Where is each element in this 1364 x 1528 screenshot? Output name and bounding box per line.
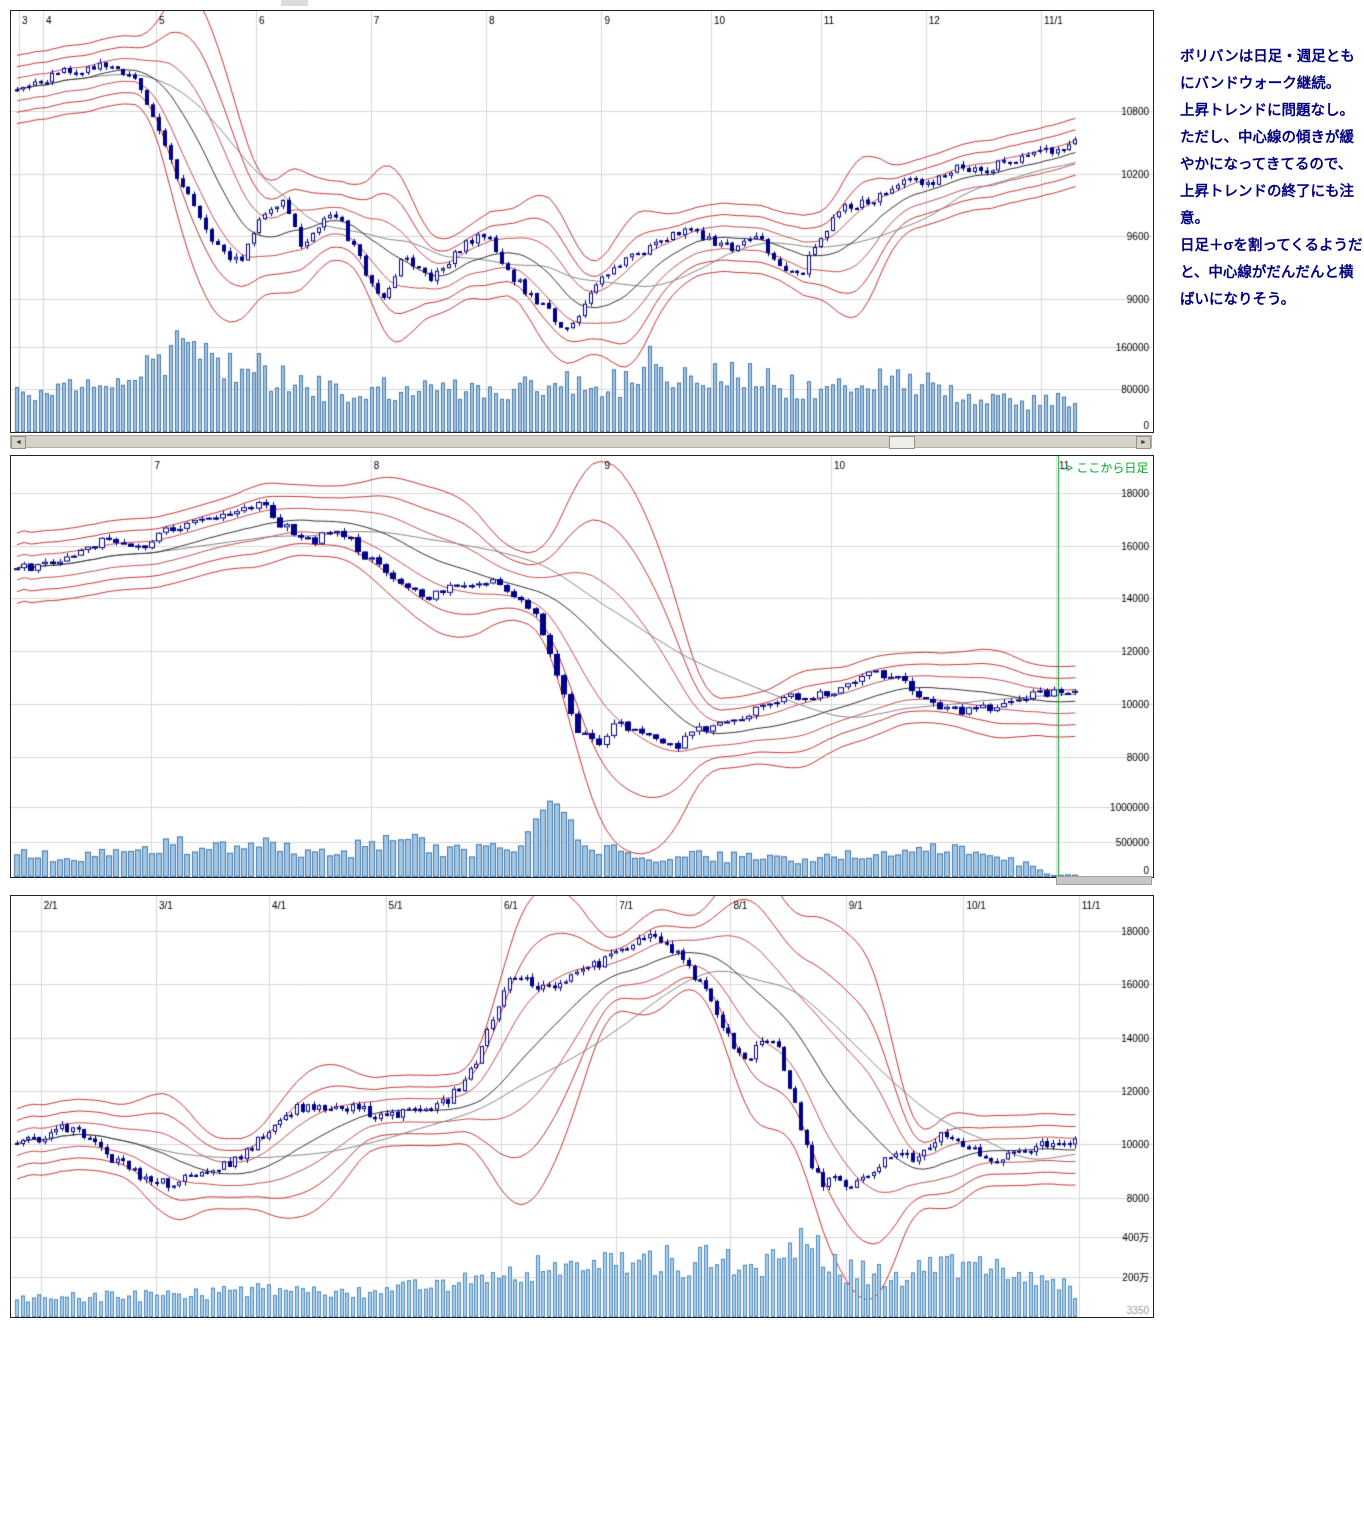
ui-fragment [281,0,308,6]
weekly-long-chart-canvas[interactable] [11,11,1153,432]
note-line: ボリバンは日足・週足とも [1180,49,1355,65]
daily-chart-panel [10,895,1154,1318]
scroll-thumb[interactable] [889,436,915,449]
weekly-daily-chart-canvas[interactable] [11,456,1153,877]
note-line: やかになってきてるので、 [1180,157,1353,173]
note-line: 日足＋σを割ってくるようだ [1180,238,1363,254]
note-line: 意。 [1180,211,1209,227]
note-line: 上昇トレンドの終了にも注 [1180,184,1354,200]
analysis-note: ボリバンは日足・週足とも にバンドウォーク継続。 上昇トレンドに問題なし。 ただ… [1180,44,1364,314]
note-line: 上昇トレンドに問題なし。 [1180,103,1354,119]
note-line: ただし、中心線の傾きが緩 [1180,130,1354,146]
weekly-long-chart-panel [10,10,1154,433]
scroll-left-button[interactable]: ◄ [11,436,26,449]
mini-scrollbar[interactable] [1056,876,1152,885]
scroll-right-button[interactable]: ► [1136,436,1151,449]
daily-start-label: -> ここから日足 [1062,461,1149,475]
horizontal-scrollbar[interactable]: ◄ ► [10,435,1152,449]
daily-chart-canvas[interactable] [11,896,1153,1317]
note-line: と、中心線がだんだんと横 [1180,265,1354,281]
note-line: ばいになりそう。 [1180,292,1296,308]
weekly-daily-chart-panel [10,455,1154,878]
note-line: にバンドウォーク継続。 [1180,76,1341,92]
